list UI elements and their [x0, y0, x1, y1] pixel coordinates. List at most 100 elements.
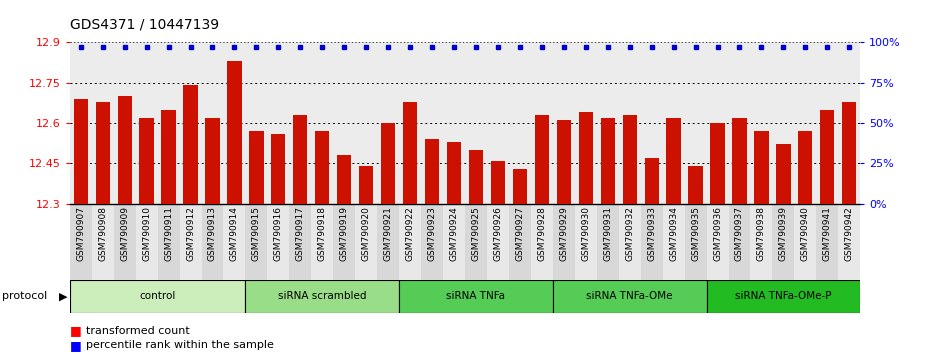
Bar [425, 139, 439, 204]
Text: GSM790912: GSM790912 [186, 206, 195, 261]
Text: GSM790931: GSM790931 [604, 206, 612, 261]
Bar [202, 204, 223, 280]
Bar [622, 115, 637, 204]
Text: GSM790916: GSM790916 [273, 206, 283, 261]
Text: control: control [140, 291, 176, 302]
Bar [355, 204, 378, 280]
Bar [820, 110, 834, 204]
Bar [227, 61, 242, 204]
Bar [70, 280, 246, 313]
Bar [140, 118, 153, 204]
Bar [315, 131, 329, 204]
Bar [267, 204, 289, 280]
Text: GSM790914: GSM790914 [230, 206, 239, 261]
Bar [487, 204, 509, 280]
Text: GSM790921: GSM790921 [384, 206, 392, 261]
Text: GSM790920: GSM790920 [362, 206, 371, 261]
Bar [223, 204, 246, 280]
Text: GSM790922: GSM790922 [405, 206, 415, 261]
Bar [359, 166, 373, 204]
Bar [183, 85, 198, 204]
Text: siRNA scrambled: siRNA scrambled [278, 291, 366, 302]
Bar [644, 158, 658, 204]
Bar [73, 99, 87, 204]
Text: ■: ■ [70, 339, 82, 352]
Bar [249, 131, 263, 204]
Text: GSM790915: GSM790915 [252, 206, 261, 261]
Bar [92, 204, 113, 280]
Text: protocol: protocol [2, 291, 47, 301]
Bar [312, 204, 333, 280]
Bar [399, 280, 552, 313]
Bar [337, 155, 352, 204]
Bar [817, 204, 838, 280]
Text: GSM790941: GSM790941 [823, 206, 831, 261]
Bar [157, 204, 179, 280]
Text: GSM790926: GSM790926 [494, 206, 502, 261]
Text: transformed count: transformed count [86, 326, 190, 336]
Bar [732, 118, 747, 204]
Bar [246, 280, 399, 313]
Text: GSM790935: GSM790935 [691, 206, 700, 261]
Bar [289, 204, 312, 280]
Bar [96, 102, 110, 204]
Text: GSM790925: GSM790925 [472, 206, 481, 261]
Bar [113, 204, 136, 280]
Bar [179, 204, 202, 280]
Bar [512, 169, 527, 204]
Bar [206, 118, 219, 204]
Text: GSM790910: GSM790910 [142, 206, 151, 261]
Text: GSM790913: GSM790913 [208, 206, 217, 261]
Text: siRNA TNFa-OMe-P: siRNA TNFa-OMe-P [735, 291, 831, 302]
Bar [798, 131, 813, 204]
Bar [794, 204, 817, 280]
Bar [618, 204, 641, 280]
Bar [711, 123, 724, 204]
Bar [531, 204, 552, 280]
Text: GSM790940: GSM790940 [801, 206, 810, 261]
Text: GSM790930: GSM790930 [581, 206, 591, 261]
Bar [597, 204, 618, 280]
Bar [707, 280, 860, 313]
Bar [465, 204, 487, 280]
Bar [447, 142, 461, 204]
Text: GSM790939: GSM790939 [779, 206, 788, 261]
Text: GSM790907: GSM790907 [76, 206, 86, 261]
Text: ▶: ▶ [59, 291, 67, 301]
Text: GSM790919: GSM790919 [339, 206, 349, 261]
Text: GSM790934: GSM790934 [669, 206, 678, 261]
Text: GSM790917: GSM790917 [296, 206, 305, 261]
Bar [246, 204, 267, 280]
Text: GSM790911: GSM790911 [164, 206, 173, 261]
Bar [578, 112, 593, 204]
Text: GSM790927: GSM790927 [515, 206, 525, 261]
Bar [557, 120, 571, 204]
Text: GSM790918: GSM790918 [318, 206, 326, 261]
Bar [162, 110, 176, 204]
Bar [552, 204, 575, 280]
Bar [333, 204, 355, 280]
Bar [777, 144, 790, 204]
Text: GSM790932: GSM790932 [625, 206, 634, 261]
Text: siRNA TNFa-OMe: siRNA TNFa-OMe [587, 291, 673, 302]
Text: GDS4371 / 10447139: GDS4371 / 10447139 [70, 18, 219, 32]
Bar [403, 102, 418, 204]
Bar [684, 204, 707, 280]
Bar [843, 102, 857, 204]
Bar [70, 204, 92, 280]
Bar [575, 204, 597, 280]
Bar [641, 204, 662, 280]
Bar [754, 131, 768, 204]
Bar [381, 123, 395, 204]
Text: GSM790938: GSM790938 [757, 206, 766, 261]
Bar [421, 204, 443, 280]
Bar [117, 96, 132, 204]
Bar [293, 115, 308, 204]
Bar [707, 204, 728, 280]
Text: GSM790929: GSM790929 [559, 206, 568, 261]
Bar [662, 204, 684, 280]
Bar [509, 204, 531, 280]
Bar [601, 118, 615, 204]
Text: GSM790933: GSM790933 [647, 206, 657, 261]
Bar [773, 204, 794, 280]
